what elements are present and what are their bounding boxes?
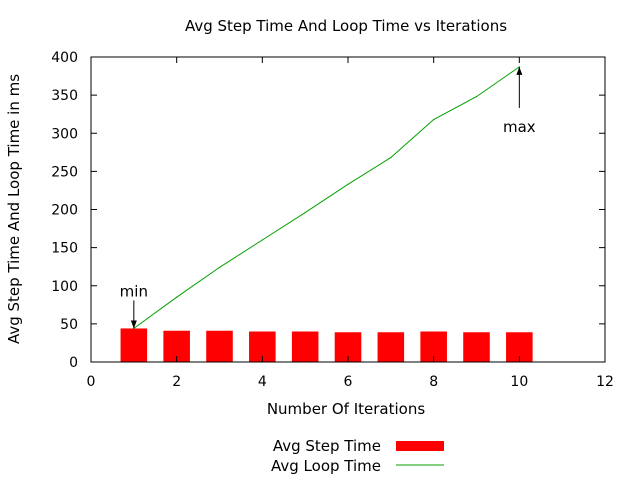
plot-area: 0 2 4 6 8 10 12 0 50 100 150 200 250 300 350 400 min max bbox=[51, 50, 614, 390]
x-tick-label: 10 bbox=[510, 374, 528, 390]
annotation-arrowhead-min bbox=[130, 320, 137, 329]
bar-avg-step-time-9 bbox=[463, 332, 490, 362]
point-avg-loop-time-8 bbox=[433, 118, 435, 121]
x-tick-label: 6 bbox=[344, 374, 353, 390]
y-axis-title: Avg Step Time And Loop Time in ms bbox=[5, 74, 23, 344]
annotation-label-min: min bbox=[120, 282, 148, 300]
legend-swatch-avg-step-time bbox=[396, 441, 444, 451]
y-tick-label: 300 bbox=[51, 126, 78, 142]
x-axis-title: Number Of Iterations bbox=[267, 400, 426, 418]
point-avg-loop-time-4 bbox=[261, 239, 263, 241]
y-tick-label: 350 bbox=[51, 88, 78, 104]
bar-avg-step-time-5 bbox=[291, 331, 319, 362]
y-tick-label: 50 bbox=[60, 317, 78, 333]
x-tick-label: 4 bbox=[258, 374, 267, 390]
bar-avg-step-time-7 bbox=[377, 332, 405, 362]
chart-title: Avg Step Time And Loop Time vs Iteration… bbox=[185, 17, 507, 35]
point-avg-loop-time-6 bbox=[347, 183, 349, 185]
line-avg-loop-time bbox=[133, 66, 520, 329]
point-avg-loop-time-3 bbox=[218, 266, 221, 269]
point-avg-loop-time-2 bbox=[176, 296, 178, 298]
y-tick-label: 400 bbox=[51, 50, 78, 66]
x-tick-label: 12 bbox=[596, 374, 614, 390]
plot-frame bbox=[90, 56, 606, 363]
legend-label-avg-loop-time: Avg Loop Time bbox=[271, 457, 381, 475]
y-tick-label: 150 bbox=[51, 241, 78, 257]
bar-avg-step-time-3 bbox=[206, 330, 233, 362]
bar-avg-step-time-1 bbox=[120, 328, 148, 362]
y-tick-label: 250 bbox=[51, 164, 78, 180]
x-tick-label: 8 bbox=[429, 374, 438, 390]
y-tick-label: 200 bbox=[51, 203, 78, 219]
legend: Avg Step Time Avg Loop Time bbox=[271, 437, 444, 475]
y-tick-label: 100 bbox=[51, 279, 78, 295]
y-tick-label: 0 bbox=[69, 355, 78, 371]
x-tick-label: 2 bbox=[172, 374, 181, 390]
point-avg-loop-time-9 bbox=[475, 96, 478, 98]
x-tick-label: 0 bbox=[87, 374, 96, 390]
annotation-label-max: max bbox=[503, 118, 536, 136]
point-avg-loop-time-5 bbox=[304, 211, 306, 214]
point-avg-loop-time-7 bbox=[390, 157, 392, 159]
legend-label-avg-step-time: Avg Step Time bbox=[273, 437, 381, 455]
annotation-arrowhead-max bbox=[516, 66, 523, 75]
